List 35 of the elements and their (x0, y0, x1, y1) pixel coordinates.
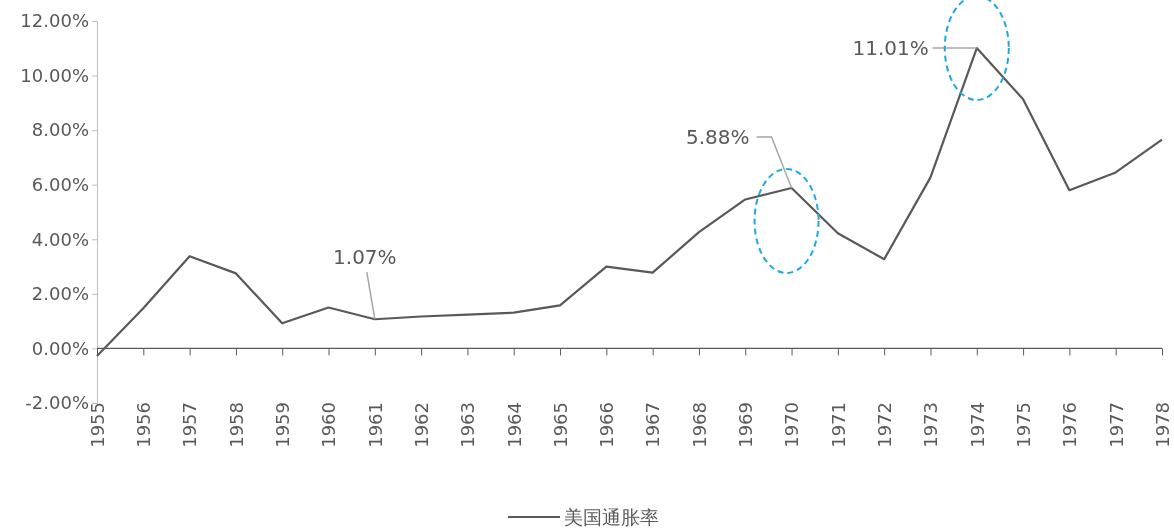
annotation: 11.01% (852, 36, 929, 61)
x-tick-label: 1968 (688, 402, 710, 448)
x-tick-label: 1965 (549, 402, 571, 448)
x-tick-label: 1970 (781, 402, 803, 448)
x-tick-label: 1963 (457, 402, 479, 448)
y-tick-label: 6.00% (31, 173, 89, 195)
x-tick-label: 1959 (272, 402, 294, 448)
x-tick-label: 1978 (1151, 402, 1173, 448)
x-tick-label: 1958 (225, 402, 247, 448)
x-tick-label: 1957 (179, 402, 201, 448)
annotation: 5.88% (686, 124, 750, 149)
x-tick-label: 1962 (410, 402, 432, 448)
x-tick-label: 1974 (966, 402, 988, 448)
x-tick-label: 1975 (1012, 402, 1034, 448)
x-tick-label: 1972 (873, 402, 895, 448)
y-tick-label: 10.00% (20, 64, 89, 86)
x-tick-label: 1969 (735, 402, 757, 448)
x-tick-label: 1973 (920, 402, 942, 448)
y-tick-label: 2.00% (31, 283, 89, 305)
legend-label: 美国通胀率 (564, 505, 659, 528)
x-tick-label: 1964 (503, 402, 525, 448)
y-tick-label: 4.00% (31, 228, 89, 250)
x-tick-label: 1956 (133, 402, 155, 448)
x-tick-label: 1961 (364, 402, 386, 448)
x-tick-label: 1976 (1059, 402, 1081, 448)
y-tick-label: -2.00% (25, 392, 89, 414)
y-tick-label: 12.00% (20, 10, 89, 32)
annotation: 1.07% (333, 245, 397, 270)
x-tick-label: 1966 (596, 402, 618, 448)
x-tick-label: 1971 (827, 402, 849, 448)
x-tick-label: 1967 (642, 402, 664, 448)
y-tick-label: 8.00% (31, 119, 89, 141)
y-tick-label: 0.00% (31, 337, 89, 359)
x-tick-label: 1960 (318, 402, 340, 448)
x-tick-label: 1977 (1105, 402, 1127, 448)
